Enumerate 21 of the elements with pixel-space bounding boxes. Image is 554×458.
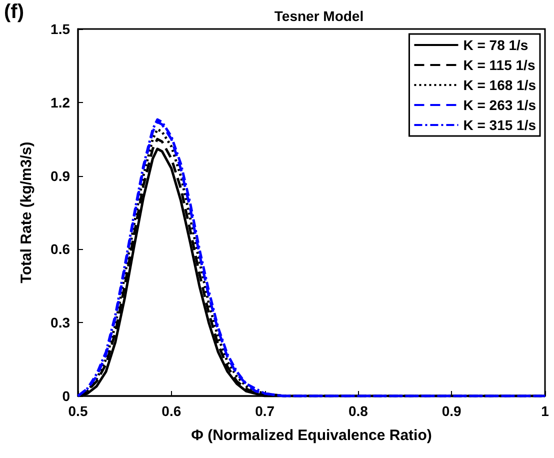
legend-label: K = 315 1/s [463, 117, 536, 133]
x-tick-label: 0.9 [442, 403, 462, 419]
y-tick-label: 0 [62, 388, 70, 404]
y-tick-label: 1.2 [50, 94, 70, 110]
y-axis-title: Total Rate (kg/m3/s) [18, 142, 35, 284]
y-tick-label: 0.3 [50, 314, 70, 331]
y-tick-label: 0.6 [50, 241, 70, 258]
x-axis-title: Φ (Normalized Equivalence Ratio) [191, 427, 432, 444]
y-tick-label: 0.9 [50, 168, 70, 184]
x-tick-label: 0.7 [255, 403, 275, 419]
legend-label: K = 78 1/s [463, 37, 528, 53]
x-tick-label: 1 [541, 403, 550, 419]
y-tick-label: 1.5 [50, 21, 70, 37]
legend-label: K = 263 1/s [463, 97, 536, 113]
legend-label: K = 115 1/s [463, 57, 536, 73]
text: (f) [4, 1, 24, 23]
chart-title: Tesner Model [274, 8, 364, 24]
x-tick-label: 0.6 [162, 403, 182, 419]
legend-label: K = 168 1/s [463, 77, 536, 93]
x-tick-label: 0.5 [68, 403, 88, 419]
x-tick-label: 0.8 [348, 403, 368, 419]
